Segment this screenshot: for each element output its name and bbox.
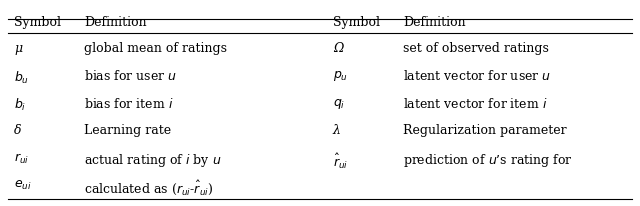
Text: latent vector for user $u$: latent vector for user $u$ [403,69,551,83]
Text: Regularization parameter: Regularization parameter [403,124,566,137]
Text: Learning rate: Learning rate [84,124,172,137]
Text: μ: μ [14,42,22,55]
Text: global mean of ratings: global mean of ratings [84,42,227,55]
Text: set of observed ratings: set of observed ratings [403,42,548,55]
Text: $b_i$: $b_i$ [14,97,26,113]
Text: Definition: Definition [403,16,465,29]
Text: λ: λ [333,124,340,137]
Text: $b_u$: $b_u$ [14,69,29,85]
Text: $e_{ui}$: $e_{ui}$ [14,179,32,192]
Text: Symbol: Symbol [14,16,61,29]
Text: Definition: Definition [84,16,147,29]
Text: bias for user $u$: bias for user $u$ [84,69,177,83]
Text: calculated as ($r_{ui}$-$\hat{r}_{ui}$): calculated as ($r_{ui}$-$\hat{r}_{ui}$) [84,179,214,198]
Text: prediction of $u$’s rating for: prediction of $u$’s rating for [403,152,573,169]
Text: actual rating of $i$ by $u$: actual rating of $i$ by $u$ [84,152,221,169]
Text: $q_i$: $q_i$ [333,97,345,111]
Text: latent vector for item $i$: latent vector for item $i$ [403,97,547,111]
Text: δ: δ [14,124,22,137]
Text: bias for item $i$: bias for item $i$ [84,97,174,111]
Text: $r_{ui}$: $r_{ui}$ [14,152,29,166]
Text: $p_u$: $p_u$ [333,69,348,83]
Text: Ω: Ω [333,42,343,55]
Text: Symbol: Symbol [333,16,380,29]
Text: $\hat{r}_{ui}$: $\hat{r}_{ui}$ [333,152,348,171]
